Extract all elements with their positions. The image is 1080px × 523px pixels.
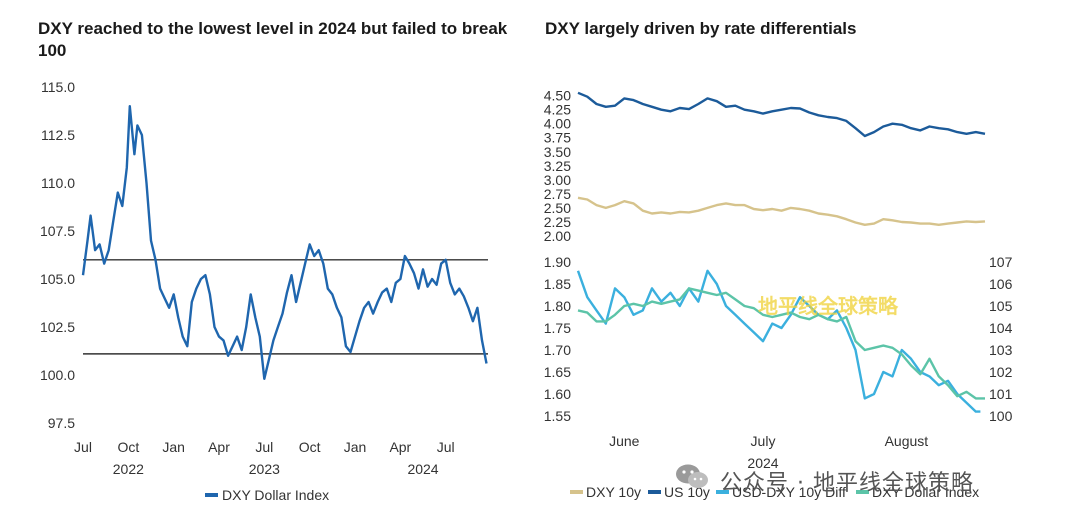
left-chart: 97.5 100.0 102.5 105.0 107.5 110.0 112.5 115.0 J…	[40, 79, 488, 503]
year-label: 2022	[113, 461, 144, 477]
right-chart-title: DXY largely driven by rate differentials	[545, 19, 857, 38]
legend-label: DXY Dollar Index	[872, 484, 979, 500]
lower-right-y-tick-label: 101	[989, 386, 1013, 402]
lower-left-y-tick-label: 1.75	[544, 320, 571, 336]
x-tick-label: June	[609, 433, 640, 449]
upper-y-tick-label: 3.00	[544, 172, 571, 188]
year-label: 2023	[249, 461, 280, 477]
year-label: 2024	[407, 461, 438, 477]
legend-label: DXY Dollar Index	[222, 487, 329, 503]
watermark-text: 公众号 · 地平线全球策略	[720, 471, 974, 496]
x-tick-label: Jan	[344, 439, 367, 455]
upper-y-tick-label: 2.00	[544, 228, 571, 244]
x-tick-label: Jul	[255, 439, 273, 455]
legend-label: USD-DXY 10y Diff	[732, 484, 846, 500]
lower-right-y-tick-label: 102	[989, 364, 1013, 380]
x-tick-label: Jul	[437, 439, 455, 455]
lower-left-y-tick-label: 1.70	[544, 342, 571, 358]
y-tick-label: 100.0	[40, 367, 75, 383]
y-tick-label: 102.5	[40, 319, 75, 335]
x-tick-label: Jul	[74, 439, 92, 455]
lower-left-y-tick-label: 1.80	[544, 298, 571, 314]
y-tick-label: 105.0	[40, 271, 75, 287]
series-line-usd-dxy-10y-diff	[576, 269, 981, 413]
upper-y-tick-label: 3.25	[544, 158, 571, 174]
lower-right-y-tick-label: 106	[989, 276, 1013, 292]
series-line-dxy-10y	[577, 196, 986, 226]
upper-y-tick-label: 3.50	[544, 144, 571, 160]
series-line-dxy-dollar-index	[81, 105, 488, 380]
upper-y-tick-label: 2.50	[544, 200, 571, 216]
y-tick-label: 110.0	[41, 175, 75, 191]
series-line-us-10y	[577, 91, 986, 138]
x-tick-label: Oct	[299, 439, 321, 455]
upper-y-tick-label: 2.75	[544, 186, 571, 202]
x-tick-label: Jan	[162, 439, 185, 455]
y-tick-label: 112.5	[41, 127, 75, 143]
x-tick-label: Apr	[208, 439, 230, 455]
left-chart-title: DXY reached to the lowest level in 2024 …	[38, 19, 508, 60]
upper-y-tick-label: 3.75	[544, 130, 571, 146]
lower-right-y-tick-label: 103	[989, 342, 1013, 358]
lower-right-y-tick-label: 107	[989, 254, 1013, 270]
x-tick-label: Apr	[389, 439, 411, 455]
x-tick-label: August	[885, 433, 929, 449]
lower-left-y-tick-label: 1.60	[544, 386, 571, 402]
upper-y-tick-label: 4.25	[544, 102, 571, 118]
lower-right-y-tick-label: 100	[989, 408, 1013, 424]
legend-label: DXY 10y	[586, 484, 641, 500]
lower-left-y-tick-label: 1.90	[544, 254, 571, 270]
y-tick-label: 97.5	[48, 415, 75, 431]
x-tick-label: July	[751, 433, 776, 449]
upper-y-tick-label: 2.25	[544, 214, 571, 230]
lower-right-y-tick-label: 105	[989, 298, 1013, 314]
upper-y-tick-label: 4.50	[544, 88, 571, 104]
x-tick-label: Oct	[117, 439, 139, 455]
series-line-dxy-dollar-index	[577, 287, 985, 400]
upper-y-tick-label: 4.00	[544, 116, 571, 132]
wechat-icon	[676, 464, 708, 488]
y-tick-label: 107.5	[40, 223, 75, 239]
lower-left-y-tick-label: 1.55	[544, 408, 571, 424]
lower-left-y-tick-label: 1.85	[544, 276, 571, 292]
overlay-watermark-text: 地平线全球策略	[758, 294, 898, 318]
lower-right-y-tick-label: 104	[989, 320, 1013, 336]
year-label: 2024	[747, 455, 778, 471]
y-tick-label: 115.0	[41, 79, 75, 95]
legend-label: US 10y	[664, 484, 710, 500]
lower-left-y-tick-label: 1.65	[544, 364, 571, 380]
